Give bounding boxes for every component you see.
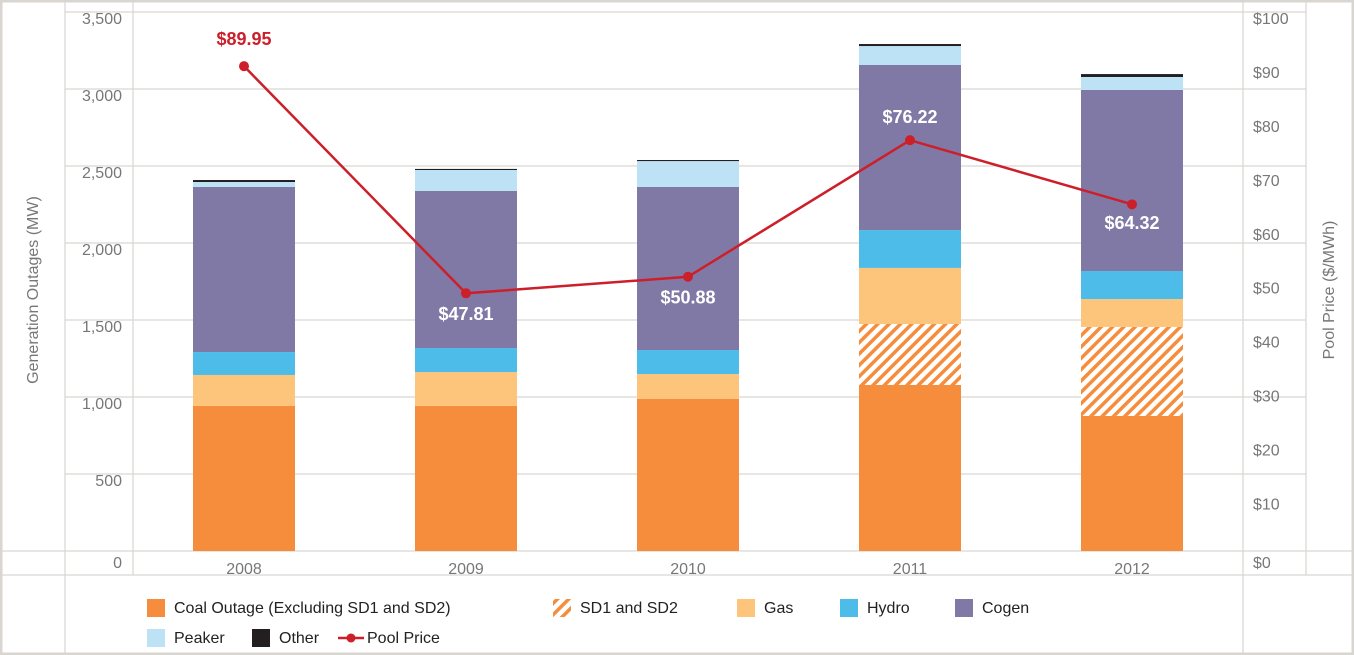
line-point: [461, 288, 471, 299]
legend-swatch: [252, 629, 270, 647]
y2-tick-label: $20: [1253, 442, 1280, 459]
bar-segment: [415, 348, 517, 373]
bar-segment: [637, 161, 739, 187]
x-tick-label: 2011: [893, 561, 928, 578]
line-point: [905, 135, 915, 146]
y-tick-label: 3,000: [82, 88, 122, 105]
bar-segment: [637, 350, 739, 375]
y-tick-label: 3,500: [82, 11, 122, 28]
x-tick-label: 2012: [1114, 561, 1150, 578]
legend-swatch: [553, 599, 571, 617]
bar-segment: [637, 159, 739, 162]
legend-label: Hydro: [867, 600, 910, 617]
data-label: $47.81: [438, 304, 493, 324]
bar-segment: [193, 352, 295, 375]
y-tick-label: 0: [113, 555, 122, 572]
y2-tick-label: $50: [1253, 281, 1280, 298]
y2-tick-label: $100: [1253, 11, 1289, 28]
line-point: [683, 271, 693, 282]
legend-label: Other: [279, 630, 320, 647]
y-axis-label: Generation Outages (MW): [25, 196, 42, 384]
legend-label: Coal Outage (Excluding SD1 and SD2): [174, 600, 451, 617]
x-tick-label: 2010: [670, 561, 706, 578]
bar-segment: [1081, 76, 1183, 90]
bar-segment: [637, 374, 739, 400]
legend-swatch: [147, 599, 165, 617]
data-label: $89.95: [216, 29, 271, 49]
y2-tick-label: $10: [1253, 496, 1280, 513]
y-tick-label: 2,000: [82, 242, 122, 259]
bar-segment: [859, 230, 961, 268]
legend-label: Peaker: [174, 630, 225, 647]
bar-segment: [637, 186, 739, 351]
bar-segment: [415, 190, 517, 349]
line-point: [239, 61, 249, 72]
bar-segment: [859, 324, 961, 385]
bar-segment: [1081, 326, 1183, 416]
bar-segment: [415, 372, 517, 406]
bar-segment: [193, 182, 295, 187]
y-tick-label: 500: [95, 473, 122, 490]
y2-tick-label: $90: [1253, 65, 1280, 82]
bar-segment: [859, 64, 961, 231]
bar-segment: [193, 405, 295, 551]
y2-tick-label: $0: [1253, 555, 1271, 572]
y2-tick-label: $40: [1253, 335, 1280, 352]
bar-segment: [1081, 299, 1183, 327]
bar-segment: [193, 374, 295, 406]
y2-tick-label: $60: [1253, 227, 1280, 244]
legend-swatch: [955, 599, 973, 617]
legend-swatch: [737, 599, 755, 617]
x-tick-label: 2009: [448, 561, 484, 578]
y-tick-label: 1,500: [82, 319, 122, 336]
y-tick-label: 1,000: [82, 396, 122, 413]
bar-segment: [859, 384, 961, 551]
line-point: [1127, 199, 1137, 210]
bar-segment: [415, 170, 517, 191]
y2-tick-label: $70: [1253, 173, 1280, 190]
bar-segment: [1081, 415, 1183, 551]
bar-segment: [193, 186, 295, 353]
bar-segment: [1081, 74, 1183, 77]
legend-label: Cogen: [982, 600, 1029, 617]
legend-label: Gas: [764, 600, 793, 617]
legend-label: SD1 and SD2: [580, 600, 678, 617]
bar-segment: [859, 44, 961, 47]
bar-segment: [193, 180, 295, 183]
legend-swatch: [346, 633, 356, 643]
bar-segment: [859, 267, 961, 325]
bar-segment: [637, 399, 739, 551]
y-tick-label: 2,500: [82, 165, 122, 182]
bar-segment: [1081, 89, 1183, 272]
legend-swatch: [840, 599, 858, 617]
bar-segment: [859, 46, 961, 65]
y2-tick-label: $80: [1253, 119, 1280, 136]
bar-segment: [415, 168, 517, 171]
y2-axis-label: Pool Price ($/MWh): [1321, 221, 1338, 360]
x-tick-label: 2008: [226, 561, 262, 578]
bar-segment: [415, 405, 517, 551]
data-label: $64.32: [1104, 213, 1159, 233]
legend-label: Pool Price: [367, 630, 440, 647]
bar-segment: [1081, 271, 1183, 300]
legend-swatch: [147, 629, 165, 647]
data-label: $76.22: [882, 107, 937, 127]
y2-tick-label: $30: [1253, 389, 1280, 406]
data-label: $50.88: [660, 288, 715, 308]
